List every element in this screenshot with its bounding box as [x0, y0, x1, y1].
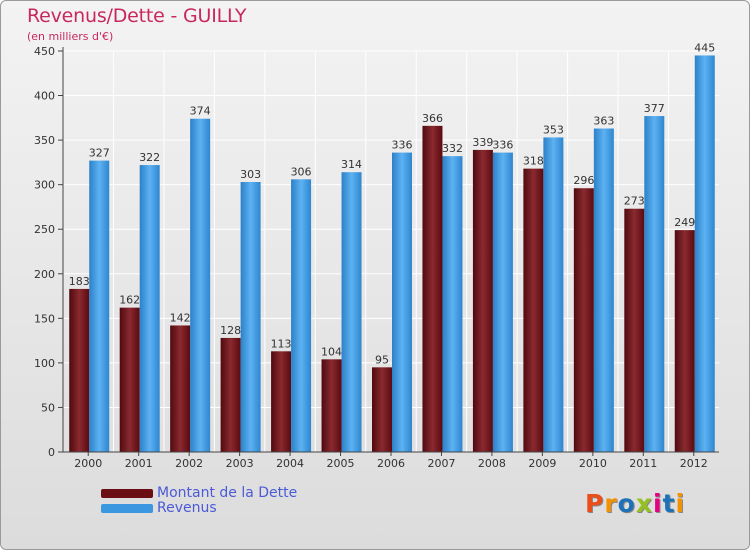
bar-dette: [119, 307, 140, 452]
bar-revenus: [139, 165, 160, 452]
bar-revenus: [644, 116, 665, 452]
data-label: 273: [624, 195, 645, 208]
bar-dette: [220, 337, 241, 452]
x-tick-label: 2006: [377, 457, 405, 470]
y-tick-label: 150: [34, 312, 55, 325]
data-label: 113: [271, 337, 292, 350]
x-tick-label: 2002: [175, 457, 203, 470]
bars: [69, 55, 715, 453]
y-tick-label: 450: [34, 45, 55, 58]
data-label: 249: [674, 216, 695, 229]
data-label: 104: [321, 345, 342, 358]
data-label: 142: [170, 311, 191, 324]
data-label: 95: [375, 353, 389, 366]
y-tick-label: 300: [34, 179, 55, 192]
legend-label-revenus: Revenus: [157, 500, 217, 516]
x-tick-label: 2009: [528, 457, 556, 470]
bar-revenus: [89, 160, 110, 452]
data-labels: 183 162 142 128 113 104 95 366 339 318 296 273 249 32…: [69, 41, 716, 366]
bar-revenus: [442, 156, 463, 452]
axes: 0 50 100 150 200 250 300 350 400 450 2000 2001 2002 2…: [34, 45, 719, 470]
bar-dette: [321, 359, 342, 452]
logo-letter: r: [604, 489, 618, 518]
bar-revenus: [543, 137, 564, 452]
bar-dette: [422, 125, 443, 452]
bar-dette: [472, 149, 493, 452]
y-tick-label: 400: [34, 90, 55, 103]
data-label: 336: [392, 139, 413, 152]
bar-revenus: [291, 179, 312, 452]
bar-revenus: [694, 55, 715, 452]
data-label: 322: [139, 151, 160, 164]
y-tick-label: 350: [34, 134, 55, 147]
x-tick-label: 2005: [327, 457, 355, 470]
logo-letter: x: [635, 489, 653, 518]
x-tick-label: 2008: [478, 457, 506, 470]
data-label: 296: [573, 174, 594, 187]
data-label: 303: [240, 168, 261, 181]
y-tick-label: 250: [34, 223, 55, 236]
data-label: 332: [442, 142, 463, 155]
y-tick-label: 0: [48, 446, 55, 459]
data-label: 445: [694, 41, 715, 54]
x-tick-label: 2011: [629, 457, 657, 470]
y-tick-label: 50: [41, 401, 55, 414]
bar-revenus: [392, 152, 412, 452]
logo-letter: i: [653, 489, 663, 518]
data-label: 306: [291, 165, 312, 178]
bar-dette: [372, 367, 392, 452]
data-label: 377: [644, 102, 665, 115]
logo-letter: t: [662, 489, 676, 518]
legend-swatch-dette: [101, 489, 153, 498]
legend-swatch-revenus: [101, 504, 153, 513]
x-tick-label: 2010: [579, 457, 607, 470]
bar-revenus: [593, 128, 614, 452]
x-tick-label: 2012: [680, 457, 708, 470]
data-label: 374: [190, 105, 211, 118]
legend-label-dette: Montant de la Dette: [157, 485, 298, 501]
data-label: 128: [220, 324, 241, 337]
bar-dette: [573, 188, 594, 452]
data-label: 366: [422, 112, 443, 125]
bar-dette: [170, 325, 191, 452]
data-label: 353: [543, 123, 564, 136]
data-label: 162: [119, 294, 140, 307]
proxiti-logo: Proxiti: [585, 489, 685, 518]
logo-letter: o: [617, 489, 636, 518]
chart-subtitle: (en milliers d'€): [27, 30, 114, 43]
bar-dette: [523, 168, 544, 453]
bar-revenus: [190, 118, 211, 453]
bar-revenus: [240, 181, 261, 452]
bar-revenus: [492, 152, 513, 452]
bar-dette: [69, 288, 90, 452]
chart-title: Revenus/Dette - GUILLY: [27, 5, 247, 27]
logo-letter: i: [675, 489, 686, 518]
data-label: 314: [341, 158, 362, 171]
data-label: 327: [89, 147, 110, 160]
data-label: 336: [492, 139, 513, 152]
logo-letter: P: [585, 489, 605, 518]
bar-dette: [624, 208, 645, 452]
data-label: 183: [69, 275, 90, 288]
x-tick-label: 2007: [427, 457, 455, 470]
x-tick-label: 2003: [226, 457, 254, 470]
bar-dette: [271, 351, 292, 452]
y-tick-label: 200: [34, 268, 55, 281]
x-tick-label: 2004: [276, 457, 304, 470]
data-label: 339: [472, 136, 493, 149]
bar-revenus: [341, 172, 362, 453]
data-label: 318: [523, 155, 544, 168]
bar-dette: [674, 230, 695, 452]
y-tick-label: 100: [34, 357, 55, 370]
data-label: 363: [593, 115, 614, 128]
x-tick-label: 2000: [74, 457, 102, 470]
x-tick-label: 2001: [125, 457, 153, 470]
